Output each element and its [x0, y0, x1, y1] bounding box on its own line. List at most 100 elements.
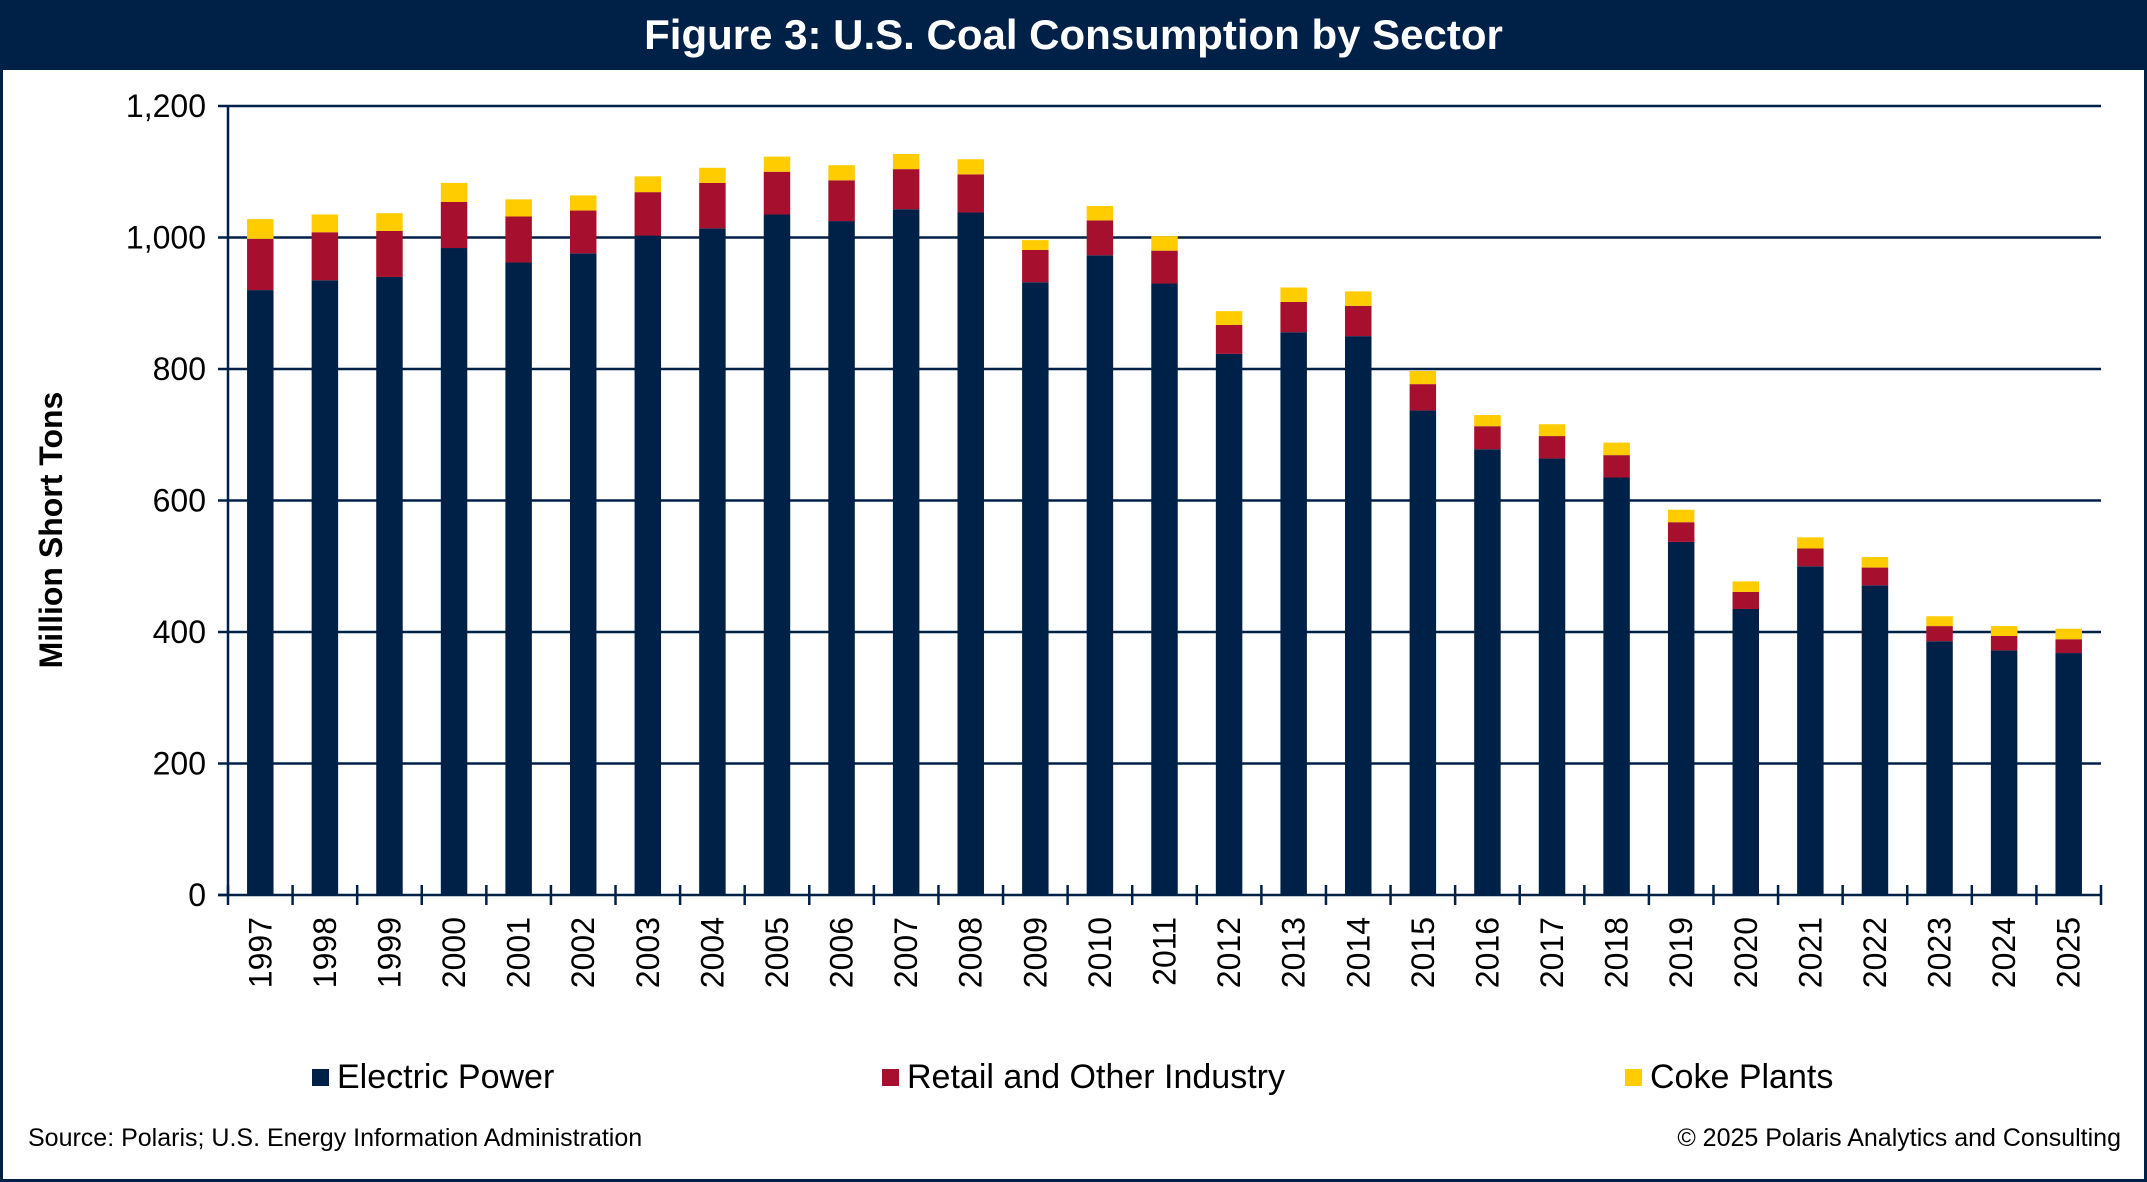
- bar-electric-power: [1603, 477, 1630, 895]
- chart-plot: 0 200 400 600 800 1,000 1,200 1997 1998 1999 2000…: [33, 88, 2103, 988]
- y-tick-label: 0: [188, 877, 206, 913]
- bar-stack-2019: [1667, 509, 1695, 895]
- bar-electric-power: [247, 290, 274, 896]
- x-tick-label: 2005: [759, 917, 795, 988]
- bar-electric-power: [957, 212, 984, 895]
- bar-retail-and-other-industry: [1732, 591, 1760, 609]
- bar-stack-2024: [1990, 626, 2018, 895]
- bar-retail-and-other-industry: [763, 171, 791, 215]
- bar-coke-plants: [1603, 442, 1630, 456]
- bar-coke-plants: [1151, 236, 1178, 251]
- bar-retail-and-other-industry: [1280, 301, 1307, 333]
- bar-stack-2015: [1409, 370, 1437, 895]
- title-bar: Figure 3: U.S. Coal Consumption by Secto…: [0, 0, 2147, 70]
- x-tick-label: 2011: [1147, 917, 1183, 986]
- bar-coke-plants: [376, 213, 403, 231]
- bar-stack-2002: [569, 195, 597, 895]
- bar-stack-2008: [957, 159, 984, 895]
- bar-stack-2021: [1797, 537, 1824, 895]
- bar-stack-2022: [1861, 557, 1889, 895]
- bar-coke-plants: [1345, 291, 1372, 306]
- bar-stack-2023: [1926, 616, 1953, 895]
- bar-retail-and-other-industry: [1409, 384, 1437, 411]
- bar-retail-and-other-industry: [1990, 635, 2018, 651]
- bar-electric-power: [699, 228, 726, 896]
- x-tick-label: 2019: [1663, 917, 1699, 988]
- x-tick-label: 2009: [1017, 917, 1053, 988]
- bar-coke-plants: [1732, 581, 1760, 592]
- bar-stack-2003: [634, 176, 662, 896]
- bar-retail-and-other-industry: [892, 169, 920, 210]
- bar-electric-power: [1409, 410, 1437, 895]
- bar-stack-2018: [1603, 442, 1630, 895]
- x-tick-label: 2004: [694, 917, 730, 988]
- bar-electric-power: [1926, 641, 1953, 895]
- bar-retail-and-other-industry: [634, 192, 662, 236]
- y-tick-label: 600: [153, 483, 206, 519]
- bar-retail-and-other-industry: [1603, 455, 1630, 478]
- bar-coke-plants: [247, 219, 274, 239]
- x-tick-label: 2007: [888, 917, 924, 988]
- y-tick-label: 800: [153, 351, 206, 387]
- bar-retail-and-other-industry: [1474, 426, 1501, 450]
- legend-swatch-retail-industry: [882, 1069, 899, 1086]
- legend-swatch-electric-power: [312, 1069, 329, 1086]
- bar-retail-and-other-industry: [1797, 548, 1824, 567]
- bar-coke-plants: [763, 156, 791, 172]
- bar-coke-plants: [505, 199, 532, 217]
- y-tick-label: 1,000: [126, 220, 206, 256]
- legend-label: Retail and Other Industry: [907, 1058, 1285, 1096]
- x-tick-label: 2015: [1405, 917, 1441, 988]
- y-tick-label: 1,200: [126, 88, 206, 124]
- x-tick-label: 2016: [1469, 917, 1505, 988]
- bar-coke-plants: [1538, 424, 1566, 437]
- bar-coke-plants: [1667, 509, 1695, 523]
- bar-electric-power: [2055, 653, 2082, 895]
- bar-electric-power: [1151, 283, 1178, 895]
- bar-retail-and-other-industry: [1345, 305, 1372, 337]
- chart-title: Figure 3: U.S. Coal Consumption by Secto…: [644, 11, 1503, 58]
- legend-item-retail-industry: Retail and Other Industry: [882, 1058, 1285, 1097]
- bar-electric-power: [311, 280, 339, 895]
- bar-retail-and-other-industry: [957, 174, 984, 213]
- bar-retail-and-other-industry: [247, 238, 274, 291]
- x-tick-label: 2006: [824, 917, 860, 988]
- legend-label: Electric Power: [337, 1058, 555, 1096]
- bar-coke-plants: [1215, 311, 1243, 325]
- bar-retail-and-other-industry: [1926, 626, 1953, 642]
- bar-coke-plants: [699, 167, 726, 183]
- bar-electric-power: [1732, 608, 1760, 895]
- bar-electric-power: [763, 214, 791, 896]
- x-tick-label: 2003: [630, 917, 666, 988]
- bar-stack-2017: [1538, 424, 1566, 895]
- x-tick-label: 2021: [1792, 917, 1828, 988]
- bar-retail-and-other-industry: [376, 230, 403, 277]
- bar-coke-plants: [634, 176, 662, 193]
- x-tick-label: 2001: [501, 917, 537, 988]
- bar-stack-1999: [376, 213, 403, 895]
- bar-retail-and-other-industry: [1538, 436, 1566, 459]
- bar-electric-power: [1797, 566, 1824, 895]
- bar-stack-2006: [828, 165, 855, 895]
- bar-coke-plants: [1280, 287, 1307, 302]
- x-tick-label: 2012: [1211, 917, 1247, 988]
- bar-retail-and-other-industry: [311, 232, 339, 281]
- x-tick-label: 2025: [2051, 917, 2087, 988]
- bar-coke-plants: [1861, 557, 1889, 568]
- x-tick-label: 2023: [1922, 917, 1958, 988]
- bar-stack-2013: [1280, 287, 1307, 895]
- x-tick-label: 1999: [371, 917, 407, 988]
- x-tick-label: 2010: [1082, 917, 1118, 988]
- bar-stack-2020: [1732, 581, 1760, 895]
- bar-electric-power: [1345, 336, 1372, 895]
- bar-retail-and-other-industry: [1151, 250, 1178, 284]
- bar-coke-plants: [1022, 240, 1049, 250]
- bar-stack-2009: [1022, 240, 1049, 896]
- legend-item-coke-plants: Coke Plants: [1625, 1058, 1833, 1097]
- bar-electric-power: [1861, 585, 1889, 895]
- x-tick-label: 2014: [1340, 917, 1376, 988]
- bar-electric-power: [1667, 541, 1695, 895]
- bar-coke-plants: [828, 165, 855, 181]
- legend: Electric Power Retail and Other Industry…: [0, 1058, 2147, 1098]
- bar-electric-power: [1215, 353, 1243, 895]
